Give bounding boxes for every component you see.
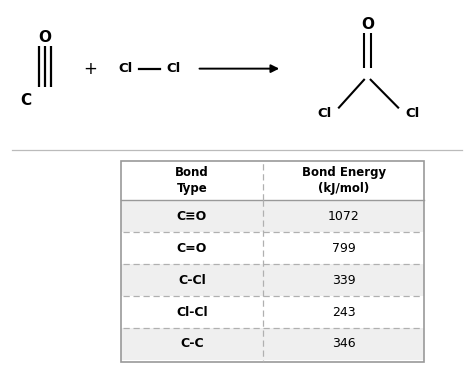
- Text: Bond Energy
(kJ/mol): Bond Energy (kJ/mol): [301, 166, 386, 196]
- Text: +: +: [83, 60, 97, 78]
- Text: C-Cl: C-Cl: [178, 273, 206, 287]
- Text: 339: 339: [332, 273, 356, 287]
- Bar: [121, 161, 424, 362]
- Bar: [121, 161, 424, 200]
- Bar: [121, 328, 424, 360]
- Text: C-C: C-C: [180, 337, 204, 351]
- Text: 346: 346: [332, 337, 356, 351]
- Text: Cl: Cl: [405, 106, 419, 120]
- Text: O: O: [361, 17, 374, 32]
- Text: 1072: 1072: [328, 210, 359, 223]
- Text: Cl: Cl: [118, 62, 133, 75]
- Text: C≡O: C≡O: [177, 210, 207, 223]
- Text: Cl: Cl: [166, 62, 180, 75]
- Bar: [121, 264, 424, 296]
- Text: O: O: [38, 30, 52, 45]
- Text: 799: 799: [332, 242, 356, 255]
- Bar: [121, 296, 424, 328]
- Text: C=O: C=O: [177, 242, 207, 255]
- Text: Cl-Cl: Cl-Cl: [176, 305, 208, 319]
- Text: Bond
Type: Bond Type: [175, 166, 209, 196]
- Bar: [121, 161, 424, 362]
- Text: 243: 243: [332, 305, 356, 319]
- Text: C: C: [20, 93, 32, 108]
- Bar: [121, 200, 424, 232]
- Bar: [121, 232, 424, 264]
- Text: Cl: Cl: [318, 106, 332, 120]
